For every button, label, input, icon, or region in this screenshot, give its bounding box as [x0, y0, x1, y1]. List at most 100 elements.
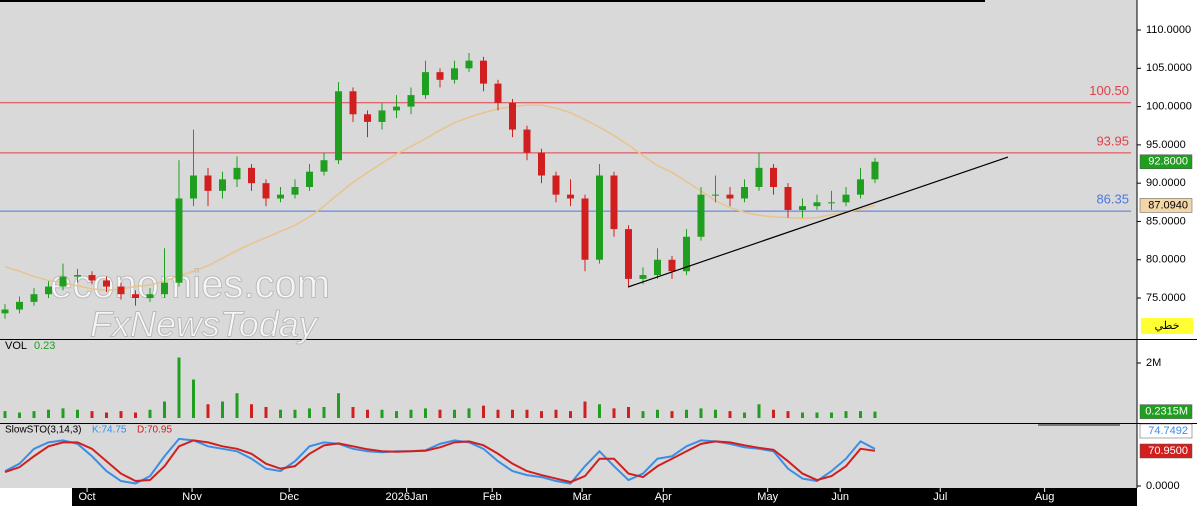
- candle-body: [450, 68, 458, 80]
- y-tick-label: 2M: [1146, 357, 1161, 369]
- last-price-label-box: [1139, 154, 1193, 169]
- volume-bar: [351, 407, 355, 418]
- candle-body: [407, 95, 415, 107]
- candle-body: [45, 286, 53, 295]
- volume-bar: [206, 404, 210, 418]
- candle-body: [103, 280, 111, 287]
- candle-body: [842, 194, 850, 203]
- candle-body: [320, 160, 328, 172]
- volume-bar: [510, 409, 514, 418]
- volume-bar: [612, 408, 616, 418]
- candle-body: [827, 202, 835, 204]
- volume-bar: [873, 411, 877, 418]
- volume-bar: [684, 409, 688, 418]
- price-axis-background: [1137, 0, 1197, 506]
- volume-bar: [307, 408, 311, 418]
- volume-bar: [3, 411, 7, 418]
- panel-label: SlowSTO(3,14,3): [5, 425, 82, 436]
- x-tick-label: 2026Jan: [386, 491, 428, 503]
- volume-value-label-box: [1139, 404, 1193, 419]
- volume-bar: [525, 409, 529, 418]
- volume-bar: [771, 409, 775, 418]
- volume-bar: [829, 412, 833, 418]
- candle-body: [160, 282, 168, 295]
- volume-bar: [148, 409, 152, 418]
- volume-bar: [264, 407, 268, 418]
- date-strip: [72, 488, 1137, 506]
- candle-body: [233, 167, 241, 180]
- candle-body: [436, 72, 444, 80]
- x-tick-label: Nov: [182, 491, 202, 503]
- volume-bar: [568, 411, 572, 418]
- volume-bar: [278, 409, 282, 418]
- volume-bar: [655, 409, 659, 418]
- x-tick-label: Mar: [573, 491, 592, 503]
- ma-value-label: 87.0940: [1148, 199, 1188, 211]
- candle-body: [595, 175, 603, 260]
- stochastic-line: [4, 439, 876, 484]
- candle-body: [755, 167, 763, 187]
- volume-bar: [220, 401, 224, 418]
- stochastic-line: [4, 437, 876, 485]
- candle-body: [189, 175, 197, 199]
- candle-body: [668, 259, 676, 272]
- candle-body: [117, 286, 125, 295]
- x-tick-label: Jul: [933, 491, 947, 503]
- candle-body: [247, 167, 255, 184]
- trendline: [627, 156, 1009, 288]
- candle-body: [465, 60, 473, 69]
- stochastic-value-label: 70.9500: [1148, 445, 1188, 457]
- y-tick-label: 80.0000: [1146, 254, 1186, 266]
- volume-bar: [438, 409, 442, 418]
- candle-body: [537, 152, 545, 176]
- volume-bar: [786, 411, 790, 418]
- scroll-marker: [1038, 424, 1120, 426]
- volume-bar: [409, 409, 413, 418]
- volume-bar: [191, 379, 195, 418]
- candle-body: [88, 275, 96, 281]
- candle-body: [871, 161, 879, 180]
- plot-background: [0, 0, 1137, 488]
- top-strip: [0, 0, 985, 2]
- watermark: economies.com: [50, 263, 330, 307]
- badge: خطي: [1155, 320, 1180, 332]
- volume-bar: [583, 401, 587, 418]
- volume-bar: [365, 409, 369, 418]
- candle-body: [784, 186, 792, 210]
- volume-bar: [670, 411, 674, 418]
- candle-body: [769, 167, 777, 187]
- volume-bar: [293, 409, 297, 418]
- volume-bar: [61, 408, 65, 418]
- volume-bar: [249, 404, 253, 418]
- candle-body: [1, 309, 9, 314]
- candle-body: [566, 194, 574, 199]
- candle-body: [276, 194, 284, 199]
- panel-value: 0.23: [34, 340, 55, 352]
- y-tick-label: 85.0000: [1146, 215, 1186, 227]
- y-tick-label: 90.0000: [1146, 177, 1186, 189]
- volume-bar: [47, 409, 51, 418]
- candle-body: [378, 110, 386, 122]
- volume-bar: [32, 411, 36, 418]
- volume-bar: [394, 411, 398, 418]
- candle-body: [305, 171, 313, 187]
- volume-bar: [641, 411, 645, 418]
- x-tick-label: Jun: [831, 491, 849, 503]
- volume-bar: [380, 409, 384, 418]
- x-tick-label: Oct: [79, 491, 96, 503]
- candle-body: [175, 198, 183, 283]
- candle-body: [479, 60, 487, 84]
- x-tick-label: May: [757, 491, 778, 503]
- candle-body: [653, 259, 661, 276]
- volume-bar: [699, 408, 703, 418]
- volume-bar: [728, 411, 732, 418]
- volume-value-label: 0.2315M: [1145, 406, 1188, 418]
- ma-value-label-box: [1139, 198, 1193, 213]
- candle-body: [30, 294, 38, 302]
- candle-body: [624, 229, 632, 279]
- legend-label: D:70.95: [137, 425, 172, 436]
- candle-body: [813, 202, 821, 207]
- x-tick-label: Apr: [655, 491, 672, 503]
- x-tick-label: Feb: [483, 491, 502, 503]
